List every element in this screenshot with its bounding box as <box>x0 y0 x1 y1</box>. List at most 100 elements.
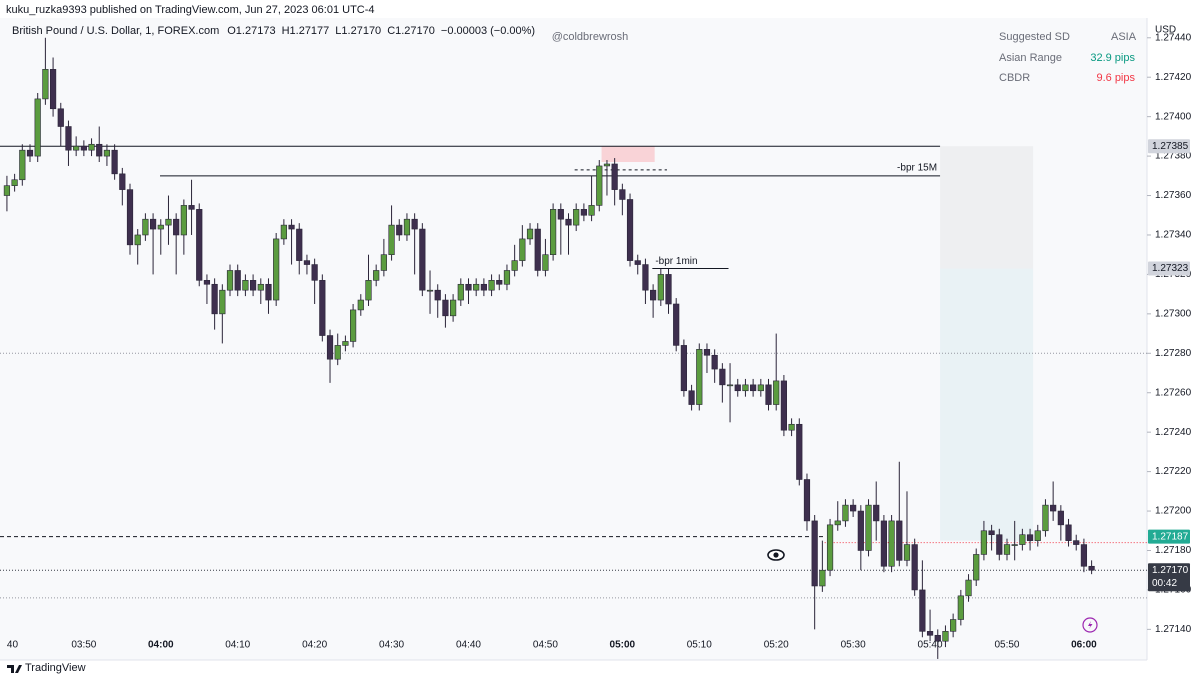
candle-body <box>550 209 557 255</box>
candle-body <box>103 149 111 157</box>
x-tick-label: 04:50 <box>533 640 558 651</box>
axis-unit: USD <box>1155 25 1176 36</box>
zone <box>940 146 1034 269</box>
candle-body <box>496 280 503 285</box>
candle-body <box>726 384 734 387</box>
candle-body <box>703 349 711 356</box>
candle-body <box>842 504 849 522</box>
x-tick-label: 05:40 <box>918 640 943 651</box>
alert-icon[interactable] <box>1082 617 1098 633</box>
candle-body <box>73 145 80 151</box>
candle-body <box>357 299 364 311</box>
x-tick-label: 03:50 <box>71 640 96 651</box>
candle-body <box>926 631 934 636</box>
legend-title: British Pound / U.S. Dollar, 1, FOREX.co… <box>12 25 219 37</box>
price-badge <box>1148 139 1190 154</box>
panel-value: 32.9 pips <box>1090 52 1135 64</box>
candle-body <box>626 199 634 261</box>
y-tick-label: 1.27280 <box>1155 348 1192 359</box>
candle-body <box>80 145 87 151</box>
candle-body <box>888 520 895 567</box>
candle-body <box>934 634 941 642</box>
candle-body <box>1057 510 1064 526</box>
candle-body <box>303 260 311 265</box>
candle-body <box>573 209 580 226</box>
candle-body <box>65 126 72 151</box>
candle-body <box>980 530 988 555</box>
candle-body <box>734 384 741 392</box>
candle-body <box>257 283 264 291</box>
candle-body <box>850 504 857 512</box>
candle-body <box>280 224 287 240</box>
candle-body <box>273 238 280 301</box>
candle-body <box>857 510 864 551</box>
candle-body <box>650 289 657 301</box>
candle-body <box>1011 544 1018 546</box>
candle-body <box>488 280 495 291</box>
price-badge-label: 1.27170 <box>1152 565 1189 576</box>
candle-body <box>988 530 995 536</box>
candle-body <box>88 143 95 151</box>
candle-body <box>680 345 687 392</box>
candle-body <box>403 218 411 236</box>
candle-body <box>542 254 549 271</box>
candle-body <box>1042 504 1049 532</box>
candle-body <box>234 270 241 291</box>
candle-body <box>657 274 664 301</box>
candle-body <box>826 524 834 571</box>
panel-header: ASIA <box>1111 31 1137 43</box>
candle-body <box>1073 540 1080 545</box>
candle-body <box>973 554 980 581</box>
candle-body <box>188 205 195 210</box>
candle-body <box>288 224 295 230</box>
price-badge <box>1148 261 1190 276</box>
candle-body <box>1034 530 1041 541</box>
x-tick-label: 04:40 <box>456 640 481 651</box>
candle-body <box>57 108 64 127</box>
zones <box>601 146 1034 541</box>
candle-body <box>11 179 18 186</box>
candle-body <box>819 569 826 587</box>
panel-header: Suggested SD <box>999 31 1070 43</box>
drawings: -bpr 15M -bpr 1min <box>0 145 1147 599</box>
candle-body <box>903 544 911 561</box>
candle-body <box>19 149 26 181</box>
candle-body <box>119 173 126 190</box>
y-tick-label: 1.27140 <box>1155 624 1192 635</box>
candle-body <box>350 309 357 342</box>
candle-body <box>249 280 257 291</box>
candle-body <box>757 384 764 392</box>
candle-body <box>796 423 803 480</box>
candle-body <box>434 289 441 301</box>
candles <box>3 37 1095 659</box>
legend-value: H1.27177 <box>282 25 330 37</box>
candle-body <box>557 209 564 220</box>
candle-body <box>457 283 464 301</box>
y-tick-label: 1.27220 <box>1155 466 1192 477</box>
candle-body <box>473 283 480 291</box>
zone <box>601 146 655 163</box>
candle-body <box>634 260 641 265</box>
candle-body <box>411 218 418 230</box>
candle-body <box>873 504 880 522</box>
price-badge-label: 1.27323 <box>1152 263 1189 274</box>
x-tick-label: 05:50 <box>994 640 1019 651</box>
price-badge <box>1148 563 1190 592</box>
candle-body <box>750 384 757 392</box>
candle-body <box>1019 534 1026 545</box>
candle-body <box>619 189 626 200</box>
candle-body <box>665 274 672 305</box>
candle-body <box>42 69 49 100</box>
candle-body <box>788 423 795 431</box>
candle-body <box>834 520 841 526</box>
header: kuku_ruzka9393 published on TradingView.… <box>6 4 375 16</box>
candle-body <box>950 619 957 632</box>
y-tick-label: 1.27300 <box>1155 308 1192 319</box>
y-tick-label: 1.27380 <box>1155 151 1192 162</box>
candle-body <box>373 270 380 281</box>
eye-icon[interactable] <box>767 549 785 561</box>
candle-body <box>1026 534 1034 541</box>
candle-body <box>450 299 457 317</box>
candle-body <box>503 270 511 285</box>
candle-body <box>157 224 164 230</box>
